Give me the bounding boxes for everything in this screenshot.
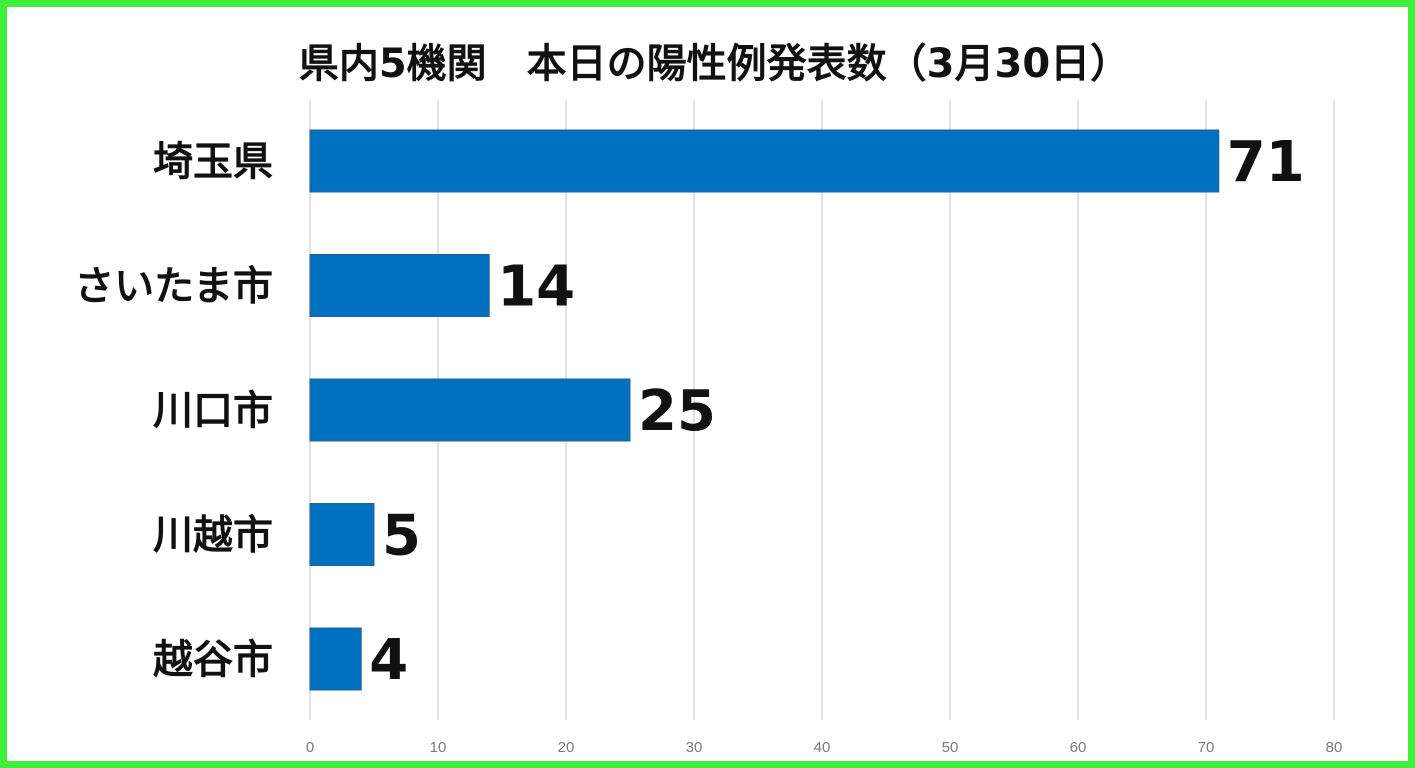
data-label: 71: [1227, 130, 1305, 195]
x-tick-label: 50: [942, 739, 959, 756]
x-tick-labels: 0 10 20 30 40 50 60 70 80: [306, 739, 1343, 756]
x-tick-label: 70: [1198, 739, 1215, 756]
category-label: 川越市: [153, 513, 273, 559]
bar: [309, 503, 375, 566]
data-label: 14: [497, 255, 575, 320]
category-label: 越谷市: [153, 637, 273, 683]
x-tick-label: 40: [814, 739, 831, 756]
x-tick-label: 80: [1326, 739, 1343, 756]
x-tick-label: 30: [686, 739, 703, 756]
x-tick-label: 60: [1070, 739, 1087, 756]
category-label: 川口市: [153, 388, 273, 434]
chart-title: 県内5機関 本日の陽性例発表数（3月30日）: [298, 41, 1131, 87]
data-label: 25: [638, 379, 716, 444]
category-label: さいたま市: [74, 264, 273, 310]
bar: [309, 378, 631, 442]
bar: [309, 627, 362, 691]
data-labels: 71 14 25 5 4: [369, 130, 1305, 693]
data-label: 4: [369, 628, 408, 693]
bars: [309, 129, 1220, 691]
category-label: 埼玉県: [153, 139, 273, 185]
data-label: 5: [382, 504, 421, 569]
bar: [309, 129, 1220, 193]
bar: [309, 254, 490, 317]
x-tick-label: 10: [430, 739, 447, 756]
x-tick-label: 0: [306, 739, 314, 756]
x-tick-label: 20: [558, 739, 575, 756]
